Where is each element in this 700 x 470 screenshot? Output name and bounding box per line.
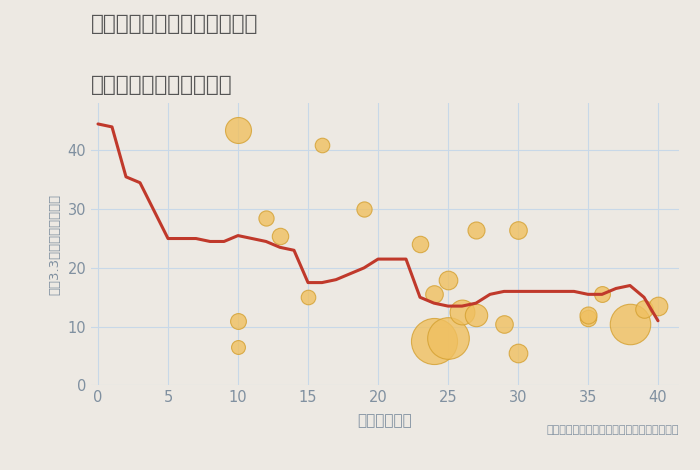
Point [316,141,328,149]
Point [442,276,454,283]
Point [512,226,524,234]
Point [512,349,524,357]
Point [232,344,244,351]
Point [302,293,314,301]
Point [624,320,636,328]
Point [274,232,286,239]
Text: 岐阜県海津市海津町西小島の: 岐阜県海津市海津町西小島の [91,14,258,34]
Point [414,241,426,248]
Point [232,126,244,133]
Point [652,302,664,310]
Point [442,335,454,342]
Point [260,214,272,222]
Point [596,290,608,298]
Point [428,337,440,345]
Text: 円の大きさは、取引のあった物件面積を示す: 円の大きさは、取引のあった物件面積を示す [547,425,679,435]
Point [638,306,650,313]
Point [582,314,594,321]
Point [428,290,440,298]
Text: 築年数別中古戸建て価格: 築年数別中古戸建て価格 [91,75,232,95]
Point [456,308,468,316]
X-axis label: 築年数（年）: 築年数（年） [358,414,412,429]
Y-axis label: 坪（3.3㎡）単価（万円）: 坪（3.3㎡）単価（万円） [49,194,62,295]
Point [498,320,510,328]
Point [470,311,482,319]
Point [470,226,482,234]
Point [232,317,244,325]
Point [358,205,370,213]
Point [582,311,594,319]
